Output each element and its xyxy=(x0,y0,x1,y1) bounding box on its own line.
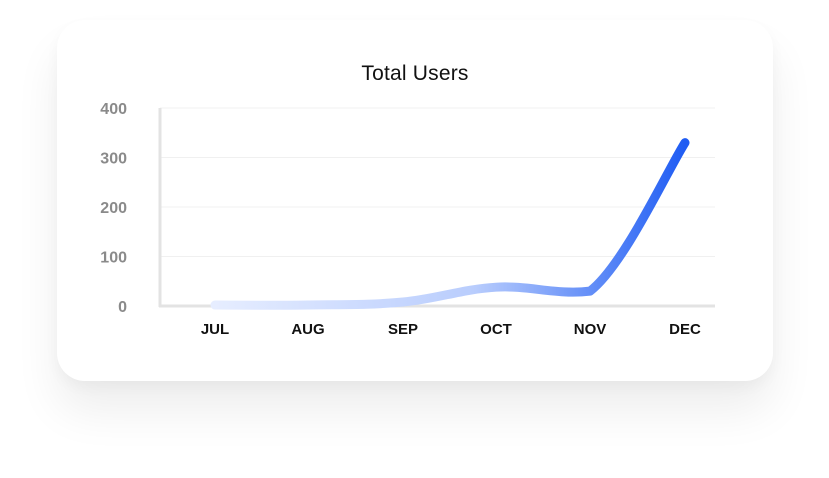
data-point-jul xyxy=(211,301,219,309)
y-tick-label: 300 xyxy=(100,151,127,168)
data-point-aug xyxy=(304,301,312,309)
y-tick-label: 400 xyxy=(100,101,127,118)
x-tick-label: NOV xyxy=(574,321,607,338)
data-point-oct xyxy=(492,283,500,291)
series-line xyxy=(210,138,690,310)
x-tick-label: DEC xyxy=(669,321,701,338)
x-tick-label: JUL xyxy=(201,321,229,338)
data-point-sep xyxy=(399,298,407,306)
x-tick-label: OCT xyxy=(480,321,512,338)
x-tick-label: AUG xyxy=(291,321,324,338)
data-point-nov xyxy=(586,287,594,295)
y-tick-label: 100 xyxy=(100,250,127,267)
y-axis-ticks: 0 100 200 300 400 xyxy=(100,101,127,316)
y-tick-label: 0 xyxy=(118,299,127,316)
data-point-dec xyxy=(681,139,689,147)
series-layer xyxy=(210,138,690,310)
x-tick-label: SEP xyxy=(388,321,418,338)
chart-title: Total Users xyxy=(361,62,469,85)
x-axis-ticks: JUL AUG SEP OCT NOV DEC xyxy=(201,321,701,338)
y-tick-label: 200 xyxy=(100,200,127,217)
